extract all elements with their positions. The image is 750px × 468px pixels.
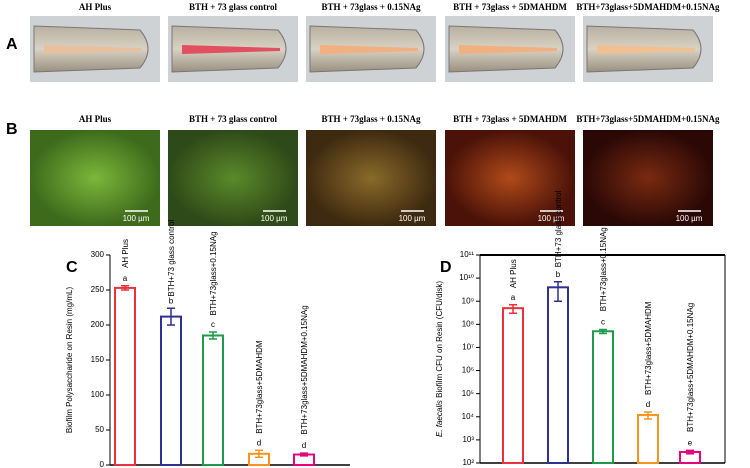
y-axis-label: Biofilm Polysaccharide on Resin (mg/mL) (65, 287, 74, 434)
canal (44, 45, 142, 54)
y-tick-label: 50 (95, 425, 104, 434)
category-label: BTH+73glass+0.15NAg (599, 227, 608, 311)
category-label: BTH+73 glass control (554, 190, 563, 267)
scale-label: 100 µm (399, 214, 426, 223)
caption: BTH+73glass+5DMAHDM+0.15NAg (576, 2, 720, 12)
y-axis-label-text: Biofilm CFU on Resin (CFU/disk) (435, 281, 444, 398)
caption: BTH+73glass+5DMAHDM+0.15NAg (576, 114, 720, 124)
bar (160, 315, 182, 466)
y-tick-label: 10⁵ (462, 389, 474, 398)
caption: AH Plus (79, 2, 112, 12)
significance-letter: b (556, 270, 561, 279)
bar (502, 307, 524, 464)
significance-letter: e (688, 439, 693, 448)
y-tick-label: 100 (91, 390, 105, 399)
y-tick-label: 200 (91, 320, 105, 329)
photo (30, 130, 160, 226)
photo (306, 130, 436, 226)
significance-letter: a (123, 274, 128, 283)
significance-letter: d (646, 400, 650, 409)
caption: BTH + 73glass + 5DMAHDM (453, 2, 567, 12)
scale-label: 100 µm (123, 214, 150, 223)
bar (202, 334, 224, 466)
y-tick-label: 10⁷ (462, 343, 474, 352)
error-bar (255, 449, 263, 459)
canal (597, 45, 695, 54)
caption: BTH + 73glass + 0.15NAg (321, 2, 421, 12)
error-bar (554, 280, 562, 302)
category-label: BTH+73glass+0.15NAg (209, 231, 218, 315)
y-axis-label-italic: E. faecalis (435, 400, 444, 437)
photo (168, 130, 298, 226)
category-label: AH Plus (121, 239, 130, 268)
canal (182, 45, 280, 54)
category-label: BTH+73 glass control (167, 220, 176, 297)
y-tick-label: 10⁹ (462, 296, 474, 305)
y-tick-label: 150 (91, 355, 105, 364)
caption: BTH + 73glass + 0.15NAg (321, 114, 421, 124)
y-tick-label: 300 (91, 250, 105, 259)
error-bar (644, 411, 652, 420)
category-label: BTH+73glass+5DMAHDM (255, 340, 264, 434)
error-bar (686, 449, 694, 455)
photo (445, 130, 575, 226)
scale-label: 100 µm (538, 214, 565, 223)
y-tick-label: 10⁶ (462, 366, 474, 375)
category-label: BTH+73glass+5DMAHDM+0.15NAg (686, 303, 695, 432)
caption: AH Plus (79, 114, 112, 124)
error-bar (209, 331, 217, 340)
error-bar (121, 285, 129, 291)
caption: BTH + 73 glass control (189, 114, 277, 124)
category-label: BTH+73glass+5DMAHDM (644, 301, 653, 395)
caption: BTH + 73glass + 5DMAHDM (453, 114, 567, 124)
y-tick-label: 10⁸ (462, 319, 474, 328)
y-tick-label: 10³ (462, 435, 474, 444)
caption: BTH + 73 glass control (189, 2, 277, 12)
panel-label: A (6, 36, 18, 53)
bar (547, 286, 569, 464)
y-tick-label: 10² (462, 458, 474, 467)
error-bar (599, 328, 607, 335)
significance-letter: c (601, 318, 605, 327)
y-axis-label-text: Biofilm Polysaccharide on Resin (mg/mL) (65, 287, 74, 434)
error-bar (509, 304, 517, 315)
canal (459, 45, 557, 54)
bar (637, 413, 659, 465)
panel-label: B (6, 121, 18, 138)
significance-letter: d (302, 441, 306, 450)
panel-label: C (66, 259, 78, 276)
bar (592, 330, 614, 464)
y-tick-label: 10⁴ (462, 412, 475, 421)
y-tick-label: 10¹¹ (460, 250, 475, 259)
significance-letter: c (211, 320, 215, 329)
y-axis-label: E. faecalis Biofilm CFU on Resin (CFU/di… (435, 281, 444, 437)
category-label: AH Plus (509, 259, 518, 288)
scale-label: 100 µm (676, 214, 703, 223)
category-label: BTH+73glass+5DMAHDM+0.15NAg (300, 305, 309, 434)
canal (320, 45, 418, 54)
y-tick-label: 250 (91, 285, 105, 294)
y-tick-label: 10¹⁰ (459, 273, 474, 282)
significance-letter: b (169, 296, 174, 305)
photo (583, 130, 713, 226)
error-bar (300, 452, 308, 457)
bar (114, 286, 136, 466)
y-tick-label: 0 (100, 460, 105, 468)
scale-label: 100 µm (261, 214, 288, 223)
significance-letter: d (257, 438, 261, 447)
error-bar (167, 307, 175, 326)
significance-letter: a (511, 293, 516, 302)
panel-label: D (440, 259, 452, 276)
